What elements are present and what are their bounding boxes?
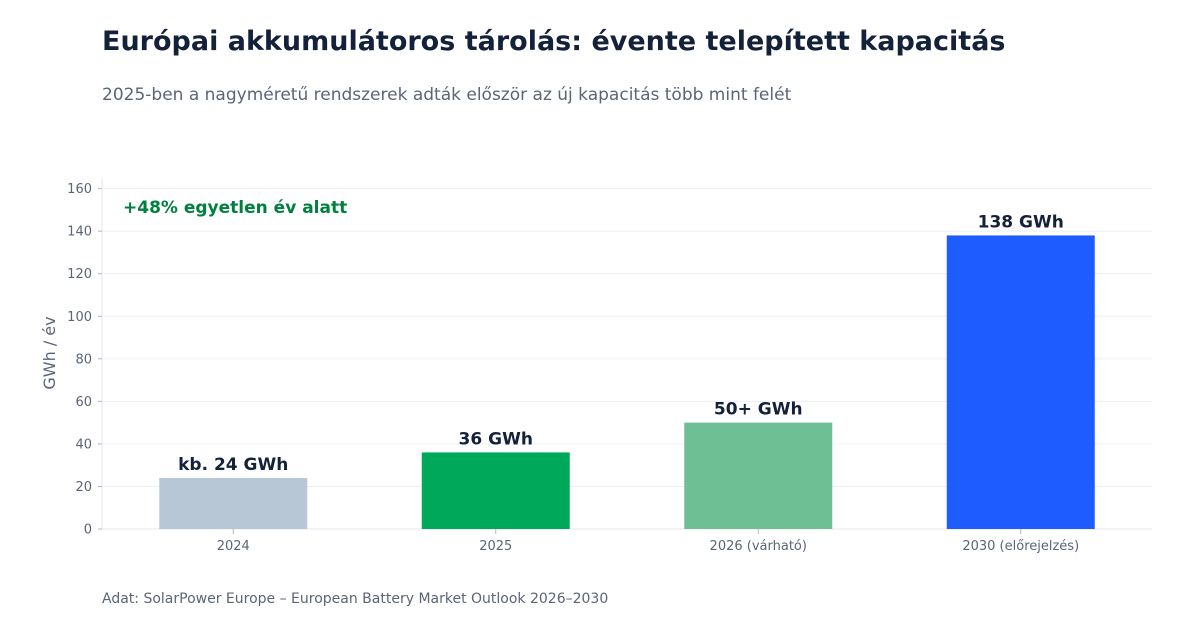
x-tick-label: 2024 xyxy=(217,539,250,554)
y-tick-label: 80 xyxy=(75,352,92,367)
chart-subtitle: 2025-ben a nagyméretű rendszerek adták e… xyxy=(102,85,792,105)
data-label: 138 GWh xyxy=(978,212,1064,232)
y-tick-label: 120 xyxy=(67,267,92,282)
data-labels: kb. 24 GWh 36 GWh 50+ GWh 138 GWh xyxy=(178,212,1064,475)
x-tick-label: 2030 (előrejelzés) xyxy=(962,539,1079,554)
y-tick-label: 160 xyxy=(67,182,92,197)
chart-title: Európai akkumulátoros tárolás: évente te… xyxy=(102,26,1006,57)
data-label: 50+ GWh xyxy=(714,400,803,420)
bar xyxy=(421,452,570,529)
y-tick-label: 60 xyxy=(75,395,92,410)
bar xyxy=(684,422,833,529)
x-tick-label: 2026 (várható) xyxy=(710,539,807,554)
x-axis-ticks: 2024 2025 2026 (várható) 2030 (előrejelzés) xyxy=(217,529,1079,554)
bar xyxy=(159,477,308,529)
growth-annotation: +48% egyetlen év alatt xyxy=(123,198,347,218)
y-tick-label: 140 xyxy=(67,225,92,240)
data-source: Adat: SolarPower Europe – European Batte… xyxy=(102,591,609,607)
y-axis-ticks: 0 20 40 60 80 100 120 140 160 xyxy=(67,182,102,538)
y-tick-label: 100 xyxy=(67,310,92,325)
x-tick-label: 2025 xyxy=(479,539,512,554)
bars xyxy=(159,235,1095,529)
y-axis-label: GWh / év xyxy=(40,316,59,389)
y-tick-label: 20 xyxy=(75,480,92,495)
bar xyxy=(946,235,1095,529)
y-tick-label: 0 xyxy=(84,523,92,538)
data-label: 36 GWh xyxy=(459,429,533,449)
data-label: kb. 24 GWh xyxy=(178,455,288,475)
y-tick-label: 40 xyxy=(75,437,92,452)
